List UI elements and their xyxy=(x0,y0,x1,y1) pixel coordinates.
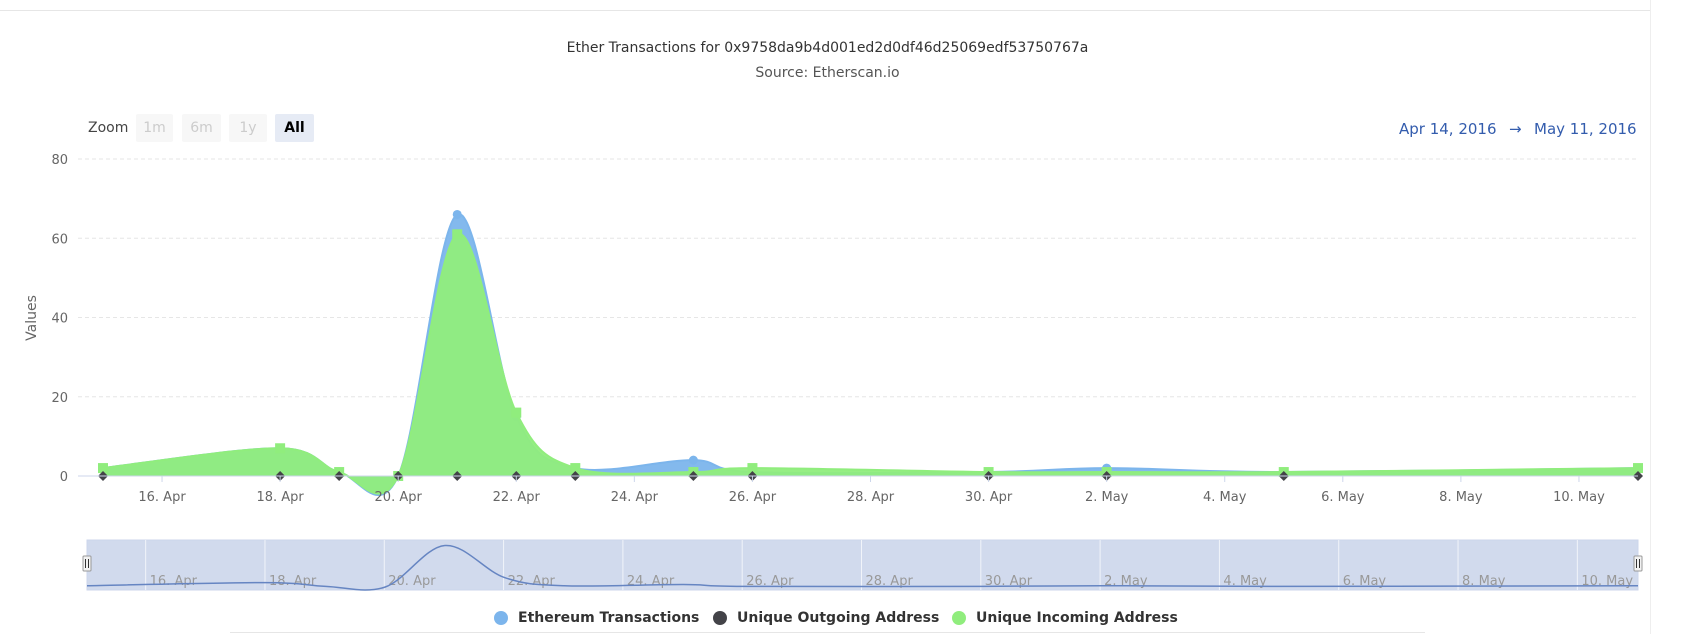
x-tick-label: 4. May xyxy=(1203,490,1247,505)
right-divider xyxy=(1650,0,1651,634)
data-point xyxy=(688,455,698,465)
navigator-tick-label: 28. Apr xyxy=(866,574,914,589)
data-point xyxy=(570,463,581,474)
series-ethereum-transactions xyxy=(98,209,1643,496)
navigator-tick-label: 18. Apr xyxy=(269,574,317,589)
navigator-right-handle[interactable] xyxy=(1633,555,1643,572)
legend-label: Unique Outgoing Address xyxy=(737,610,940,626)
range-arrow: → xyxy=(1509,120,1522,138)
bottom-divider xyxy=(230,632,1425,633)
data-point xyxy=(275,443,286,454)
navigator-tick-label: 22. Apr xyxy=(508,574,556,589)
navigator-tick-label: 30. Apr xyxy=(985,574,1033,589)
handle-grip-icon xyxy=(82,555,92,572)
zoom-1y-button[interactable]: 1y xyxy=(229,114,267,142)
data-point xyxy=(98,463,108,474)
legend-item-ethereum-transactions[interactable]: Ethereum Transactions xyxy=(494,608,699,628)
y-tick-label: 0 xyxy=(60,470,68,485)
data-point xyxy=(511,407,522,418)
x-axis: 16. Apr 18. Apr 20. Apr 22. Apr 24. Apr 26. A… xyxy=(78,475,1638,505)
y-tick-label: 60 xyxy=(51,232,68,247)
legend-marker-icon xyxy=(494,611,508,625)
x-tick-label: 10. May xyxy=(1553,490,1605,505)
x-tick-label: 30. Apr xyxy=(965,490,1013,505)
plot-area xyxy=(98,209,1643,496)
navigator-tick-label: 8. May xyxy=(1462,574,1506,589)
x-tick-label: 22. Apr xyxy=(493,490,541,505)
legend-marker-icon xyxy=(713,611,727,625)
navigator-tick-label: 6. May xyxy=(1343,574,1387,589)
navigator-tick-label: 4. May xyxy=(1223,574,1267,589)
x-tick-label: 8. May xyxy=(1439,490,1483,505)
legend-item-unique-incoming-address[interactable]: Unique Incoming Address xyxy=(952,608,1178,628)
legend-label: Ethereum Transactions xyxy=(518,610,700,626)
legend-label: Unique Incoming Address xyxy=(976,610,1178,626)
zoom-6m-button[interactable]: 6m xyxy=(182,114,221,142)
navigator-mask xyxy=(86,539,1639,591)
navigator-tick-label: 24. Apr xyxy=(627,574,675,589)
grid-lines xyxy=(78,158,1638,398)
x-tick-label: 24. Apr xyxy=(611,490,659,505)
y-axis-label: Values xyxy=(24,295,40,341)
y-tick-label: 20 xyxy=(51,391,68,406)
data-point xyxy=(452,229,463,240)
top-divider xyxy=(0,10,1650,11)
series-area xyxy=(103,214,1638,496)
y-tick-label: 80 xyxy=(51,153,68,168)
legend-item-unique-outgoing-address[interactable]: Unique Outgoing Address xyxy=(713,608,939,628)
y-axis: 0 20 40 60 80 xyxy=(51,153,68,485)
navigator-tick-label: 2. May xyxy=(1104,574,1148,589)
zoom-all-button[interactable]: All xyxy=(275,114,314,142)
data-point xyxy=(452,209,462,219)
data-point xyxy=(747,463,758,474)
series-line xyxy=(102,213,1639,496)
handle-grip-icon xyxy=(1633,555,1643,572)
y-tick-label: 40 xyxy=(51,312,68,327)
chart-title: Ether Transactions for 0x9758da9b4d001ed… xyxy=(566,40,1089,56)
range-to-date[interactable]: May 11, 2016 xyxy=(1534,120,1637,138)
zoom-1m-button[interactable]: 1m xyxy=(136,114,173,142)
navigator-series-line xyxy=(86,544,1639,591)
series-line xyxy=(102,233,1639,495)
navigator-tick-label: 16. Apr xyxy=(150,574,198,589)
series-area xyxy=(103,233,1638,494)
x-tick-label: 26. Apr xyxy=(729,490,777,505)
series-unique-outgoing-address xyxy=(98,471,1643,481)
series-unique-incoming-address xyxy=(98,229,1643,495)
navigator-left-handle[interactable] xyxy=(82,555,92,572)
x-tick-label: 2. May xyxy=(1085,490,1129,505)
navigator[interactable]: 16. Apr 18. Apr 20. Apr 22. Apr 24. Apr 26. A… xyxy=(82,539,1643,591)
chart-subtitle: Source: Etherscan.io xyxy=(755,65,900,81)
x-tick-label: 16. Apr xyxy=(138,490,186,505)
x-tick-label: 20. Apr xyxy=(375,490,423,505)
data-point xyxy=(1633,463,1643,474)
x-tick-label: 6. May xyxy=(1321,490,1365,505)
x-tick-label: 18. Apr xyxy=(256,490,304,505)
range-from-date[interactable]: Apr 14, 2016 xyxy=(1399,120,1497,138)
navigator-tick-label: 10. May xyxy=(1581,574,1633,589)
legend-marker-icon xyxy=(952,611,966,625)
zoom-label: Zoom xyxy=(88,120,129,136)
x-tick-label: 28. Apr xyxy=(847,490,895,505)
navigator-tick-label: 26. Apr xyxy=(746,574,794,589)
